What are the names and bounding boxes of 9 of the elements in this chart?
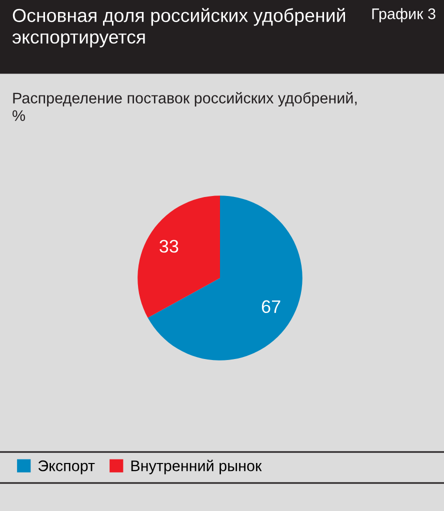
chart-subtitle: Распределение поставок российских удобрений, % [12, 92, 357, 121]
pie-slice [138, 196, 220, 318]
data-label: 33 [160, 240, 178, 253]
legend-label: Внутренний рынок [131, 460, 262, 474]
text: График 3 [372, 8, 436, 22]
legend-label: Экспорт [38, 460, 95, 474]
data-label: 67 [262, 300, 280, 314]
chart-title: Основная доля российских удобрений экспортируется [12, 8, 345, 48]
pie-slice [148, 196, 302, 360]
